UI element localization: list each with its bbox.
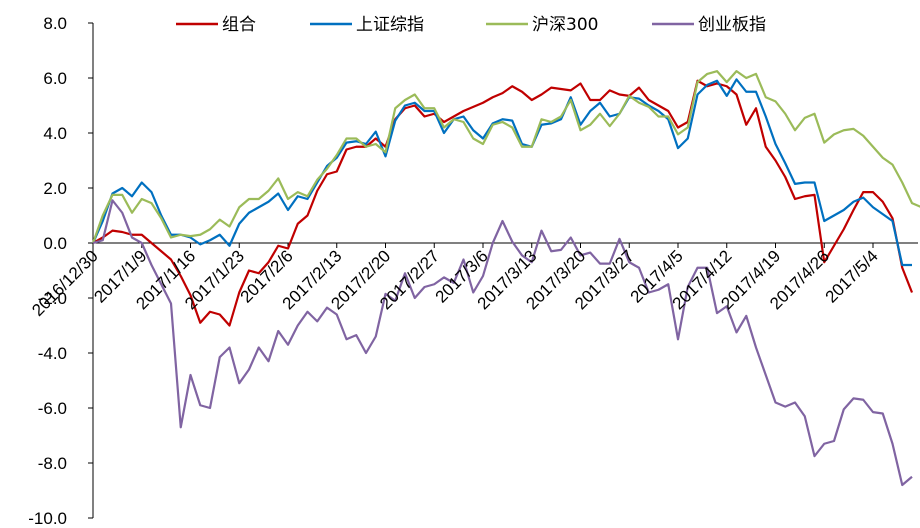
x-tick-label: 2016/12/30	[28, 246, 102, 320]
legend-label-2: 沪深300	[532, 15, 598, 35]
plot-series	[91, 70, 920, 487]
y-tick-label: 8.0	[43, 14, 67, 33]
y-tick-label: 2.0	[43, 179, 67, 198]
y-tick-label: -10.0	[28, 509, 67, 528]
legend-label-0: 组合	[222, 15, 256, 35]
series-line-3	[92, 199, 913, 487]
y-tick-label: 4.0	[43, 124, 67, 143]
y-tick-label: 0.0	[43, 234, 67, 253]
legend-label-3: 创业板指	[698, 15, 766, 35]
y-tick-label: -6.0	[38, 399, 67, 418]
x-tick-label: 2017/5/4	[822, 246, 882, 306]
y-tick-label: 6.0	[43, 69, 67, 88]
y-tick-label: -4.0	[38, 344, 67, 363]
y-axis: 8.0 6.0 4.0 2.0 0.0 -2.0 -4.0 -6.0 -8.0 -10.0	[28, 14, 94, 528]
series-line-1	[91, 78, 912, 267]
x-tick-labels: 2016/12/302017/1/92017/1/162017/1/232017…	[28, 246, 882, 320]
x-axis	[92, 242, 918, 248]
y-tick-label: -8.0	[38, 454, 67, 473]
legend: 组合 上证综指 沪深300 创业板指	[176, 15, 766, 35]
y-tick-label: -2.0	[38, 289, 67, 308]
series-line-0	[92, 79, 914, 327]
series-line-2	[91, 70, 920, 244]
legend-label-1: 上证综指	[356, 15, 424, 35]
